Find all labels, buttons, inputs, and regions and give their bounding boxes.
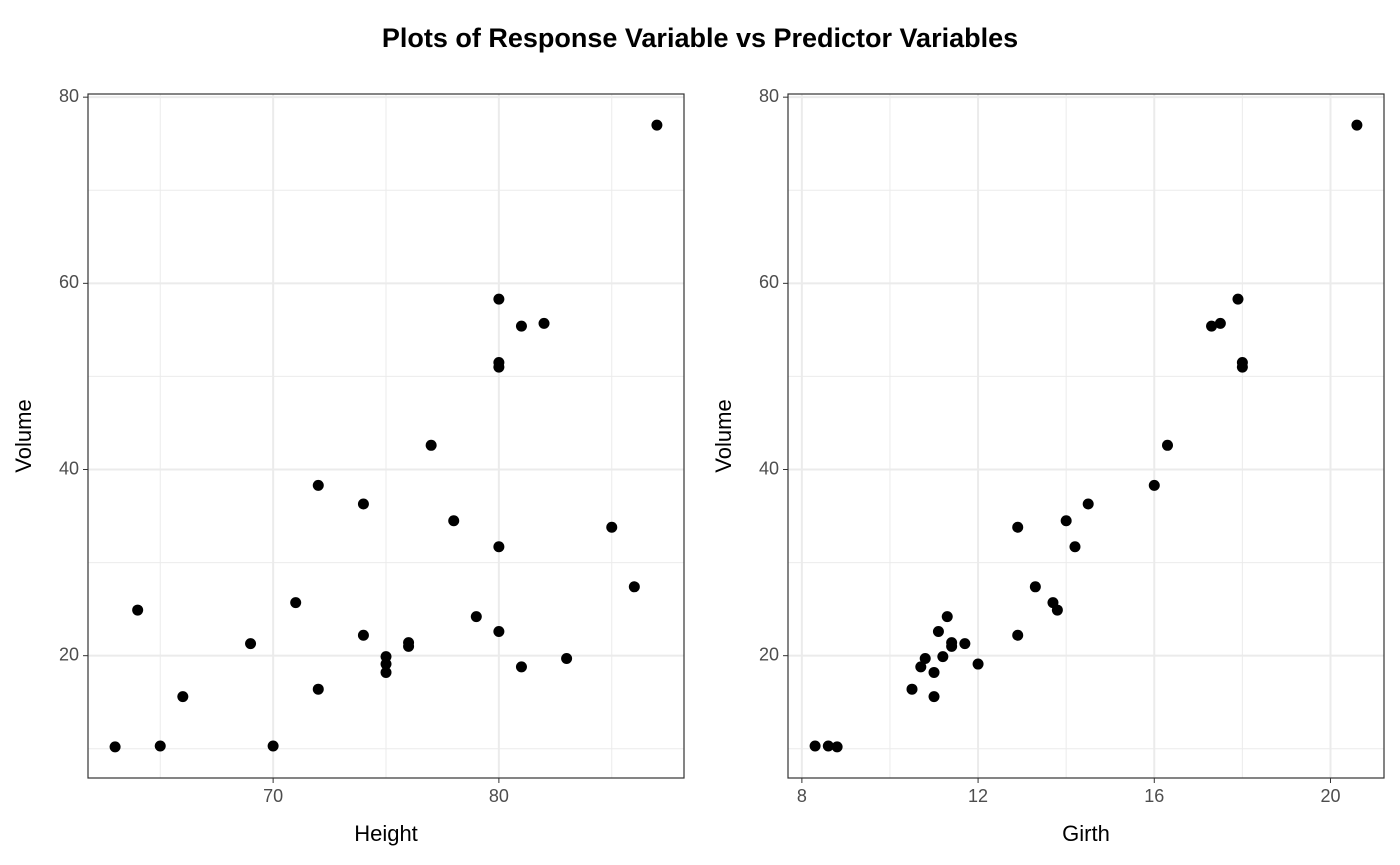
point	[972, 658, 984, 670]
x-axis-title: Height	[354, 821, 418, 846]
point	[1029, 581, 1041, 593]
point	[906, 683, 918, 695]
x-tick-label: 12	[968, 786, 988, 806]
y-tick-label: 20	[59, 644, 79, 664]
point	[1148, 479, 1160, 491]
x-tick-label: 80	[489, 786, 509, 806]
point	[493, 541, 505, 553]
y-axis-title: Volume	[711, 399, 736, 472]
point	[932, 625, 944, 637]
point	[651, 119, 663, 131]
y-tick-label: 80	[59, 86, 79, 106]
point	[470, 611, 482, 623]
point	[822, 740, 834, 752]
point	[1161, 439, 1173, 451]
y-tick-label: 40	[759, 458, 779, 478]
x-tick-label: 16	[1144, 786, 1164, 806]
point	[515, 661, 527, 673]
point	[177, 691, 189, 703]
y-tick-label: 60	[59, 272, 79, 292]
point	[831, 741, 843, 753]
point	[928, 691, 940, 703]
point	[515, 320, 527, 332]
y-tick-label: 60	[759, 272, 779, 292]
point	[1232, 293, 1244, 305]
point	[267, 740, 279, 752]
point	[1206, 320, 1218, 332]
point	[380, 658, 392, 670]
point	[1214, 317, 1226, 329]
point	[425, 439, 437, 451]
point	[1051, 604, 1063, 616]
x-tick-label: 8	[797, 786, 807, 806]
point	[628, 581, 640, 593]
point	[132, 604, 144, 616]
point	[109, 741, 121, 753]
point	[290, 597, 302, 609]
point	[1060, 515, 1072, 527]
point	[380, 666, 392, 678]
point	[493, 361, 505, 373]
point	[1082, 498, 1094, 510]
point	[538, 317, 550, 329]
y-axis-title: Volume	[11, 399, 36, 472]
point	[1012, 521, 1024, 533]
x-tick-label: 20	[1320, 786, 1340, 806]
point	[357, 498, 369, 510]
point	[357, 629, 369, 641]
point	[312, 479, 324, 491]
point	[154, 740, 166, 752]
point	[809, 740, 821, 752]
panel-border	[787, 93, 1385, 779]
point	[915, 661, 927, 673]
point	[959, 638, 971, 650]
point	[1069, 541, 1081, 553]
point	[941, 611, 953, 623]
point	[493, 293, 505, 305]
point	[1012, 629, 1024, 641]
point	[493, 625, 505, 637]
point	[937, 651, 949, 663]
y-tick-label: 40	[59, 458, 79, 478]
y-tick-label: 80	[759, 86, 779, 106]
point	[448, 515, 460, 527]
point	[1236, 361, 1248, 373]
point	[919, 652, 931, 664]
point	[928, 666, 940, 678]
point	[561, 652, 573, 664]
point	[403, 637, 415, 649]
point	[312, 683, 324, 695]
y-tick-label: 20	[759, 644, 779, 664]
figure-title: Plots of Response Variable vs Predictor …	[382, 23, 1018, 53]
x-tick-label: 70	[263, 786, 283, 806]
panel-border	[87, 93, 685, 779]
point	[606, 521, 618, 533]
x-axis-title: Girth	[1062, 821, 1110, 846]
point	[1351, 119, 1363, 131]
point	[245, 638, 257, 650]
point	[946, 637, 958, 649]
